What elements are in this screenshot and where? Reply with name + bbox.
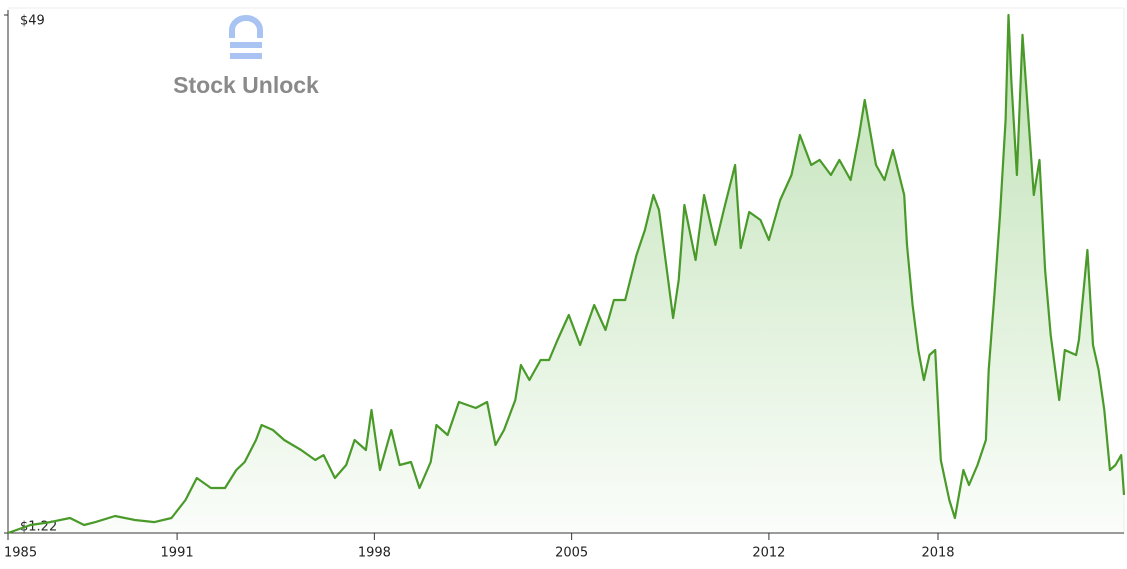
area — [8, 15, 1124, 533]
watermark: Stock Unlock — [173, 72, 319, 98]
x-tick-label: 1985 — [4, 546, 37, 561]
logo-icon — [230, 42, 262, 48]
y-tick-label: $49 — [20, 14, 45, 29]
x-tick-label: 1998 — [358, 546, 391, 561]
x-tick-label: 2018 — [921, 546, 954, 561]
x-tick-label: 1991 — [161, 546, 194, 561]
x-tick-label: 2005 — [555, 546, 588, 561]
logo-icon — [229, 15, 263, 38]
x-tick-label: 2012 — [752, 546, 785, 561]
line — [7, 13, 1126, 535]
logo: Stock Unlock — [173, 15, 319, 98]
logo-icon — [230, 53, 262, 59]
